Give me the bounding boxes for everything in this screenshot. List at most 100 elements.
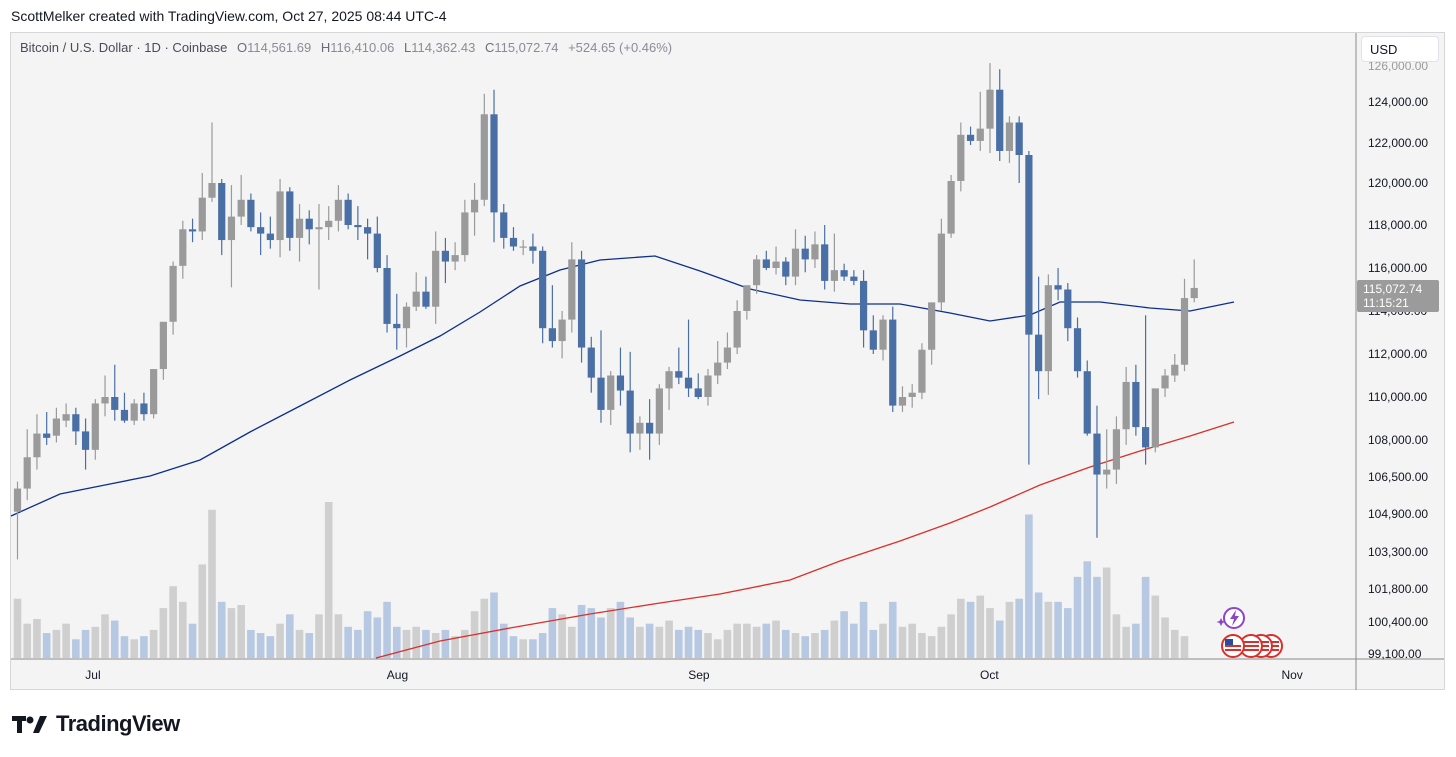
candle-body (188, 229, 197, 232)
candle-body (947, 181, 955, 234)
candle-body (402, 306, 411, 329)
candle (577, 250, 586, 363)
y-tick-label: 100,400.00 (1368, 615, 1428, 629)
volume-bar (888, 601, 897, 658)
candle-body (723, 347, 732, 363)
candle (286, 187, 294, 251)
economic-events-icon[interactable] (1219, 632, 1287, 660)
candle (1093, 405, 1101, 538)
candle-body (1005, 122, 1014, 151)
x-tick-label: Sep (688, 668, 710, 682)
candle-body (101, 397, 109, 404)
candle (529, 233, 537, 264)
volume-bar (441, 629, 450, 658)
currency-button[interactable]: USD (1361, 36, 1439, 62)
candle-body (889, 319, 897, 406)
candle (334, 185, 343, 232)
volume-bar (52, 629, 61, 658)
candle-body (344, 199, 352, 225)
y-tick-label: 103,300.00 (1368, 545, 1428, 559)
volume-bar (383, 601, 391, 658)
candle (986, 63, 994, 153)
x-tick-label: Nov (1281, 668, 1302, 682)
attribution-text: ScottMelker created with TradingView.com… (11, 8, 447, 24)
candle-body (364, 227, 372, 234)
candle (13, 481, 22, 560)
volume-bar (1151, 595, 1160, 658)
volume-bar (62, 623, 70, 658)
candle (140, 392, 148, 421)
candle (616, 347, 625, 406)
volume-bar (606, 608, 615, 658)
volume-bar (830, 620, 839, 658)
volume-bar (1005, 601, 1014, 658)
candle (879, 315, 887, 361)
open-value: 114,561.69 (247, 40, 312, 55)
candle-body (111, 397, 119, 410)
candle-body (996, 89, 1004, 151)
symbol-legend: Bitcoin / U.S. Dollar · 1D · Coinbase O1… (20, 40, 672, 55)
candle-body (811, 244, 819, 260)
candle (636, 416, 644, 450)
candle-body (509, 237, 518, 247)
candle-body (208, 183, 216, 198)
candlesticks[interactable] (13, 63, 1198, 560)
volume-bar (791, 633, 800, 658)
candle-body (558, 319, 566, 342)
candle (120, 392, 129, 423)
volume-bar (140, 636, 148, 658)
candle (597, 330, 605, 423)
volume-bar (354, 629, 362, 658)
candle (840, 263, 848, 281)
candle-body (393, 323, 401, 329)
candle (830, 233, 838, 292)
volume-bar (675, 629, 683, 658)
candle (432, 231, 440, 324)
volume-bar (548, 608, 557, 658)
candle (1151, 388, 1159, 453)
candle (402, 302, 411, 348)
volume-bar (461, 629, 469, 658)
candle (81, 418, 90, 470)
volume-bar (81, 629, 90, 658)
candle-body (276, 191, 284, 241)
candle (43, 412, 51, 445)
candle-body (227, 216, 236, 241)
volume-bar (315, 614, 323, 658)
candle-body (179, 229, 187, 266)
candle (383, 255, 391, 333)
candle (772, 246, 780, 275)
candle (72, 407, 80, 445)
volume-bar (568, 626, 576, 658)
volume-bar (1180, 636, 1189, 658)
candle-body (500, 212, 508, 238)
candle-body (850, 276, 858, 281)
candle-body (782, 261, 790, 277)
volume-bar (665, 620, 673, 658)
candle-body (305, 218, 313, 230)
volume-bar (859, 601, 868, 658)
volume-bar (227, 608, 236, 658)
candle (150, 369, 158, 419)
y-tick-label: 122,000.00 (1368, 136, 1428, 150)
volume-bar (587, 608, 596, 658)
volume-bar (101, 614, 109, 658)
candle-body (432, 250, 440, 307)
volume-bar (305, 633, 314, 658)
candle-body (286, 191, 294, 238)
y-tick-label: 124,000.00 (1368, 95, 1428, 109)
candle (791, 229, 800, 286)
candle (1044, 274, 1052, 395)
volume-bar (1102, 567, 1111, 658)
x-tick-label: Aug (387, 668, 408, 682)
candle-body (1190, 287, 1198, 299)
lightning-icon[interactable] (1216, 604, 1248, 634)
candle (957, 122, 965, 192)
candle (441, 237, 449, 284)
candle-body (840, 270, 848, 277)
symbol-name[interactable]: Bitcoin / U.S. Dollar · 1D · Coinbase (20, 40, 228, 55)
candle (539, 246, 547, 344)
volume-bar (23, 623, 32, 658)
candle-body (626, 390, 634, 434)
